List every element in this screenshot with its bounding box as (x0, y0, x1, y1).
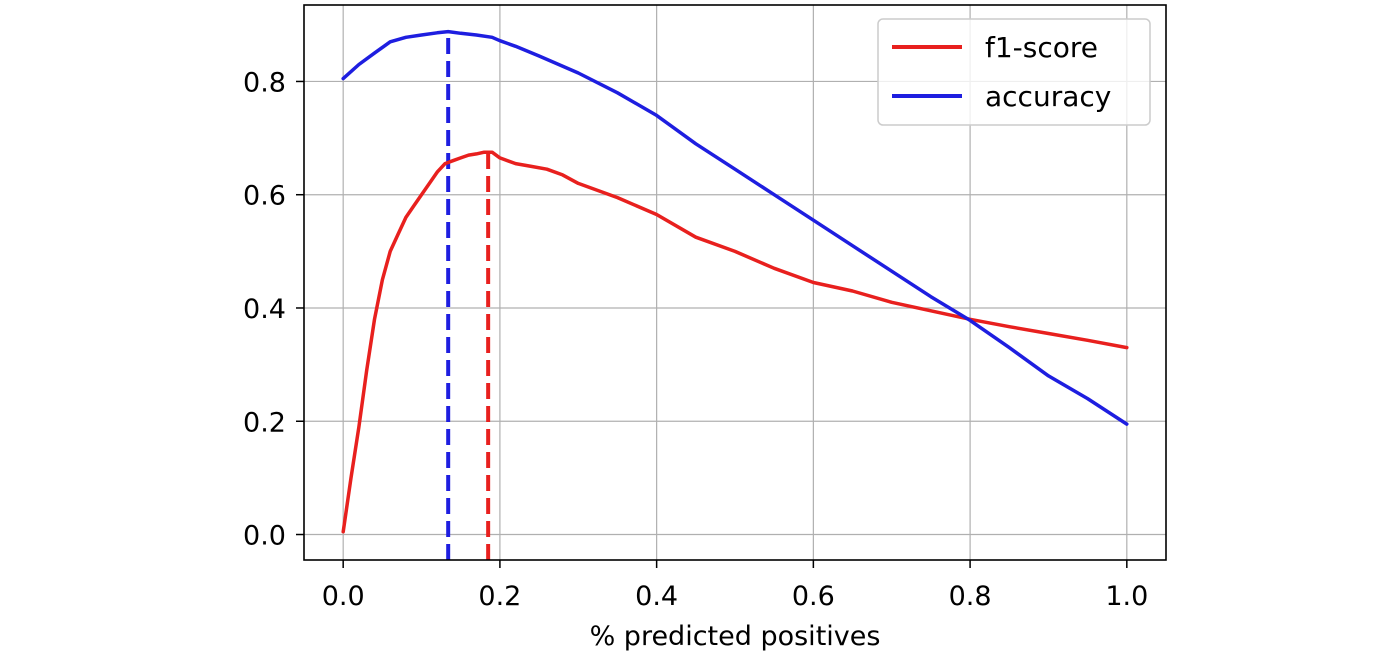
y-tick-label: 0.6 (243, 181, 286, 212)
y-tick-label: 0.8 (243, 67, 286, 98)
legend: f1-score accuracy (877, 18, 1151, 126)
x-axis-label: % predicted positives (590, 621, 881, 652)
x-tick-label: 0.4 (635, 581, 678, 612)
x-tick-label: 0.0 (322, 581, 365, 612)
legend-label-f1-score: f1-score (985, 31, 1098, 64)
x-tick-label: 0.8 (949, 581, 992, 612)
plot-frame (303, 4, 1167, 561)
x-tick-label: 1.0 (1105, 581, 1148, 612)
series-line-f1-score (341, 150, 1129, 534)
legend-label-accuracy: accuracy (985, 80, 1111, 113)
y-axis-ticks: 0.0 0.2 0.4 0.6 0.8 (243, 67, 304, 552)
y-tick-label: 0.0 (243, 521, 286, 552)
y-tick-label: 0.2 (243, 407, 286, 438)
x-tick-label: 0.6 (792, 581, 835, 612)
x-tick-label: 0.2 (478, 581, 521, 612)
series-lines (341, 29, 1129, 534)
y-tick-label: 0.4 (243, 294, 286, 325)
x-axis-ticks: 0.0 0.2 0.4 0.6 0.8 1.0 (322, 560, 1148, 612)
max-markers (446, 31, 491, 560)
series-line-accuracy (341, 29, 1129, 426)
